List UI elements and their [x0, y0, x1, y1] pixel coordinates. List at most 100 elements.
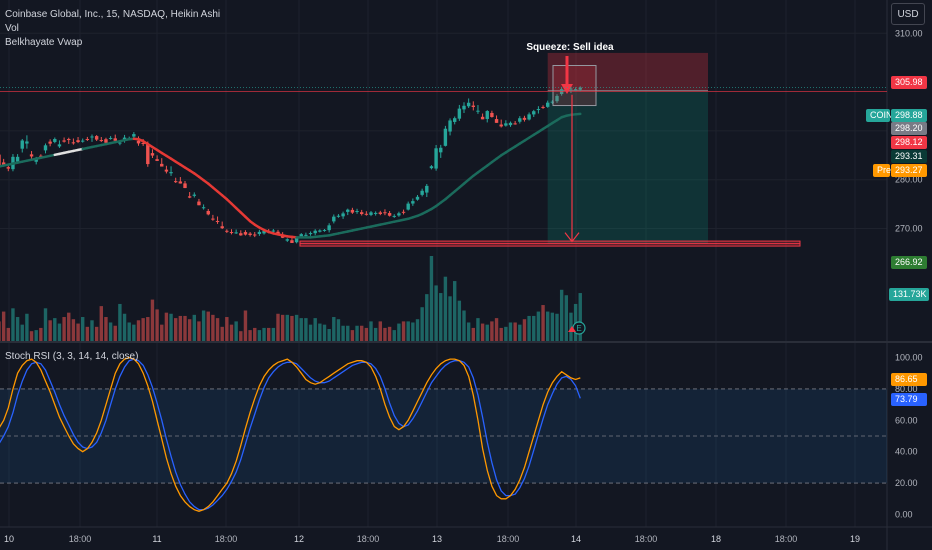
candle-body — [457, 108, 462, 119]
candle-body — [313, 230, 317, 234]
volume-bar — [360, 325, 364, 341]
symbol-title[interactable]: Coinbase Global, Inc., 15, NASDAQ, Heiki… — [5, 9, 221, 20]
candle-body — [527, 114, 531, 120]
candle-body — [425, 185, 429, 193]
candle-body — [453, 118, 457, 122]
time-tick-label: 18:00 — [215, 534, 238, 544]
volume-bar — [118, 303, 122, 341]
volume-bar — [429, 256, 434, 341]
volume-bar — [294, 314, 299, 341]
time-tick-label: 19 — [850, 534, 860, 544]
candle-body — [415, 196, 420, 200]
candle-body — [569, 88, 573, 90]
candle-body — [387, 213, 392, 216]
volume-tag: 131.73K — [889, 288, 929, 301]
candle-body — [401, 211, 406, 213]
vwap-legend[interactable]: Belkhayate Vwap — [5, 37, 83, 48]
last-price-tag: 298.88 — [891, 109, 927, 122]
candle-body — [429, 166, 434, 169]
volume-bar — [108, 322, 113, 341]
candle-body — [113, 138, 117, 141]
volume-bar — [406, 321, 410, 341]
time-tick-label: 18:00 — [497, 534, 520, 544]
volume-bar — [225, 317, 229, 341]
volume-bar — [425, 294, 429, 341]
volume-bar — [90, 320, 94, 341]
volume-bar — [518, 324, 522, 341]
candle-body — [466, 102, 471, 107]
annotation-text[interactable]: Squeeze: Sell idea — [526, 42, 614, 53]
candle-body — [383, 212, 387, 214]
volume-bar — [480, 323, 485, 341]
volume-bar — [239, 331, 243, 341]
volume-bar — [39, 327, 43, 341]
drawings[interactable]: E — [0, 56, 887, 335]
time-tick-label: 10 — [4, 534, 14, 544]
target-arrow-head — [564, 232, 580, 243]
volume-bar — [490, 321, 494, 341]
candle-body — [94, 136, 99, 140]
candle-body — [318, 230, 322, 232]
volume-bar — [299, 318, 303, 341]
candle-body — [43, 145, 48, 151]
volume-bar — [169, 313, 173, 341]
price-tick-label: 270.00 — [895, 224, 923, 234]
candle-body — [434, 148, 438, 169]
candle-body — [443, 128, 448, 146]
volume-bar — [564, 295, 568, 341]
target-price-tag: 266.92 — [891, 256, 927, 269]
volume-bar — [271, 327, 276, 341]
volume-bar — [355, 325, 359, 341]
candle-body — [369, 212, 373, 215]
volume-bar — [504, 326, 508, 341]
volume-bar — [383, 327, 387, 341]
volume-bar — [466, 322, 471, 341]
time-tick-label: 18:00 — [69, 534, 92, 544]
candle-body — [174, 181, 178, 183]
vol-legend[interactable]: Vol — [5, 23, 19, 34]
volume-bar — [434, 285, 438, 341]
candle-body — [448, 120, 452, 132]
annotation-arrow-head — [561, 84, 573, 94]
currency-button[interactable]: USD — [891, 3, 925, 25]
volume-bar — [439, 293, 443, 341]
stoch-legend[interactable]: Stoch RSI (3, 3, 14, 14, close) — [5, 351, 139, 362]
volume-bar — [322, 324, 327, 341]
volume-bar — [99, 306, 103, 341]
candle-body — [476, 110, 480, 112]
volume-bar — [62, 317, 66, 341]
candle-body — [81, 140, 85, 142]
volume-bar — [201, 310, 206, 341]
candle-body — [411, 201, 415, 204]
candle-body — [253, 234, 257, 236]
candle-body — [155, 159, 159, 161]
volume-bar — [369, 321, 373, 341]
axes: 310.00290.00280.00270.00100.0080.0060.00… — [4, 28, 923, 544]
volume-bar — [415, 319, 420, 341]
volume-bar — [192, 314, 196, 341]
candle-body — [229, 232, 234, 234]
candle-body — [373, 212, 378, 214]
candle-body — [220, 226, 224, 229]
candle-body — [76, 140, 80, 142]
volume-bar — [34, 330, 38, 341]
volume-bar — [257, 330, 262, 341]
volume-bar — [262, 327, 266, 341]
volume-bar — [11, 308, 15, 341]
volume-bar — [187, 319, 192, 341]
volume-bar — [57, 323, 62, 341]
candle-body — [1, 162, 6, 165]
volume-bar — [532, 315, 536, 341]
trade-position-box[interactable] — [547, 52, 708, 244]
candle-body — [234, 232, 238, 234]
candle-body — [290, 240, 294, 243]
time-tick-label: 18:00 — [635, 534, 658, 544]
candle-body — [276, 231, 280, 234]
volume-bar — [327, 329, 331, 341]
candle-body — [39, 155, 43, 157]
volume-bar — [341, 325, 345, 341]
volume-bar — [113, 325, 117, 341]
volume-bar — [85, 326, 90, 341]
candle-body — [248, 233, 252, 235]
